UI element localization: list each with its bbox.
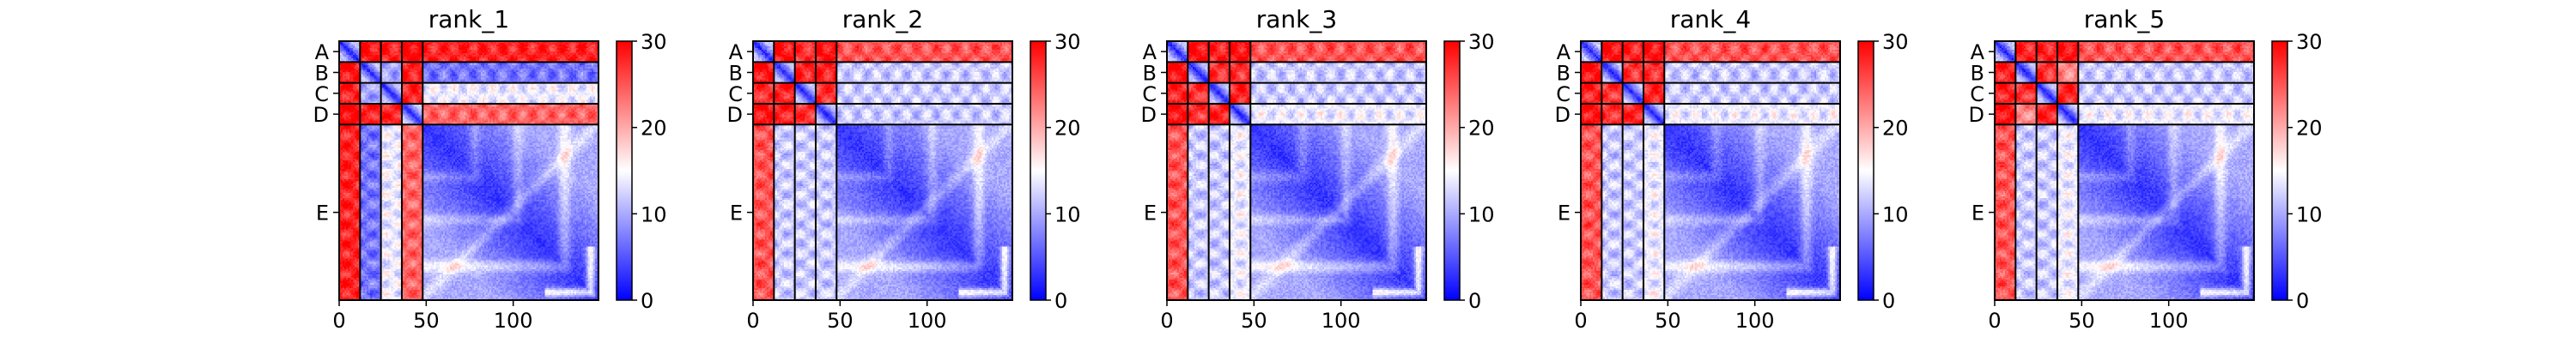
colorbar-tick-label: 20 (2296, 117, 2323, 141)
colorbar-tick-label: 10 (641, 202, 667, 226)
chain-label: A (1143, 40, 1157, 64)
colorbar-tick-label: 20 (1468, 117, 1495, 141)
colorbar (1444, 41, 1460, 300)
heatmap-image (1995, 41, 2254, 300)
chain-label: E (1144, 202, 1157, 226)
heatmap-frame (1580, 40, 1841, 301)
chain-label: C (1142, 82, 1157, 106)
heatmap-frame (1994, 40, 2255, 301)
chain-label: B (1143, 61, 1157, 85)
chain-label: D (1141, 103, 1157, 127)
x-tick-label: 100 (1735, 309, 1775, 333)
colorbar-tick-label: 0 (1468, 289, 1481, 313)
chain-label: D (1969, 103, 1984, 127)
chain-label: C (1970, 82, 1984, 106)
chain-label: C (1556, 82, 1571, 106)
chain-label: C (728, 82, 743, 106)
colorbar-tick-label: 10 (1468, 202, 1495, 226)
chain-label: A (315, 40, 330, 64)
colorbar-tick-label: 20 (1054, 117, 1081, 141)
chain-label: E (1558, 202, 1571, 226)
colorbar-tick-label: 30 (1882, 30, 1909, 54)
colorbar-tick-label: 0 (2296, 289, 2309, 313)
heatmap-frame (338, 40, 599, 301)
chain-label: A (1971, 40, 1985, 64)
x-tick-label: 50 (413, 309, 440, 333)
chain-label: A (729, 40, 744, 64)
colorbar-tick-label: 10 (1882, 202, 1909, 226)
colorbar-tick-label: 0 (1054, 289, 1067, 313)
panel-title: rank_3 (1256, 5, 1337, 33)
x-tick-label: 0 (332, 309, 345, 333)
colorbar-tick-label: 30 (1054, 30, 1081, 54)
colorbar-tick-label: 30 (1468, 30, 1495, 54)
chain-label: B (1971, 61, 1984, 85)
colorbar-frame (1443, 40, 1461, 301)
heatmap-image (339, 41, 598, 300)
colorbar-tick-label: 30 (2296, 30, 2323, 54)
chain-label: E (730, 202, 743, 226)
chain-label: D (1555, 103, 1571, 127)
x-tick-label: 0 (746, 309, 759, 333)
x-tick-label: 0 (1574, 309, 1587, 333)
chain-label: D (313, 103, 329, 127)
colorbar (2272, 41, 2287, 300)
chain-label: B (729, 61, 743, 85)
colorbar-tick-label: 0 (641, 289, 653, 313)
panel-title: rank_2 (842, 5, 923, 33)
x-tick-label: 50 (827, 309, 854, 333)
chain-label: D (727, 103, 743, 127)
panel-title: rank_1 (428, 5, 509, 33)
chain-label: C (314, 82, 329, 106)
panel-title: rank_4 (1670, 5, 1751, 33)
x-tick-label: 50 (1655, 309, 1681, 333)
colorbar-tick-label: 30 (641, 30, 667, 54)
colorbar (1858, 41, 1874, 300)
x-tick-label: 50 (1241, 309, 1267, 333)
heatmap-image (1581, 41, 1840, 300)
colorbar-frame (2271, 40, 2288, 301)
colorbar-tick-label: 0 (1882, 289, 1895, 313)
heatmap-frame (1166, 40, 1427, 301)
x-tick-label: 100 (908, 309, 947, 333)
chain-label: E (316, 202, 329, 226)
x-tick-label: 100 (1321, 309, 1361, 333)
chain-label: A (1557, 40, 1571, 64)
chain-label: B (1557, 61, 1571, 85)
x-tick-label: 50 (2069, 309, 2095, 333)
colorbar-tick-label: 20 (1882, 117, 1909, 141)
chain-label: B (315, 61, 329, 85)
x-tick-label: 0 (1160, 309, 1173, 333)
x-tick-label: 0 (1988, 309, 2001, 333)
colorbar-frame (1857, 40, 1874, 301)
chain-label: E (1971, 202, 1984, 226)
x-tick-label: 100 (494, 309, 533, 333)
colorbar-tick-label: 10 (2296, 202, 2323, 226)
colorbar-frame (616, 40, 633, 301)
colorbar (617, 41, 632, 300)
panel-title: rank_5 (2084, 5, 2165, 33)
heatmap-image (1167, 41, 1426, 300)
heatmap-image (753, 41, 1012, 300)
heatmap-frame (752, 40, 1013, 301)
colorbar-frame (1030, 40, 1047, 301)
colorbar-tick-label: 20 (641, 117, 667, 141)
x-tick-label: 100 (2149, 309, 2189, 333)
colorbar (1030, 41, 1046, 300)
colorbar-tick-label: 10 (1054, 202, 1081, 226)
